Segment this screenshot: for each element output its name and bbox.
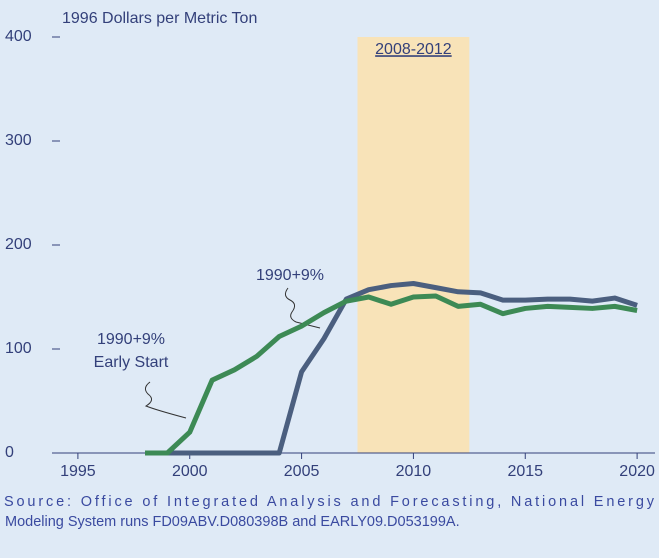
y-axis-label: 1996 Dollars per Metric Ton xyxy=(62,10,257,27)
annotation: 1990+9% xyxy=(256,267,324,284)
highlight-band xyxy=(357,37,470,453)
x-tick-label: 1995 xyxy=(60,463,96,480)
arrow xyxy=(284,287,297,323)
annotation: 1990+9% xyxy=(97,331,165,348)
arrow xyxy=(144,381,187,419)
x-tick-label: 2020 xyxy=(619,463,655,480)
x-tick-label: 2010 xyxy=(396,463,432,480)
source: Source: Office of Integrated Analysis an… xyxy=(4,494,655,510)
y-tick-label: 0 xyxy=(5,444,14,461)
series-line xyxy=(145,293,638,456)
y-tick-label: 100 xyxy=(5,340,32,357)
annotation: Early Start xyxy=(94,354,169,371)
y-tick-label: 400 xyxy=(5,28,32,45)
highlight-label: 2008-2012 xyxy=(375,41,452,58)
series-line xyxy=(145,280,638,456)
source: Modeling System runs FD09ABV.D080398B an… xyxy=(5,514,460,530)
y-tick-label: 300 xyxy=(5,132,32,149)
x-tick-label: 2015 xyxy=(507,463,543,480)
x-tick-label: 2000 xyxy=(172,463,208,480)
y-tick-label: 200 xyxy=(5,236,32,253)
x-tick-label: 2005 xyxy=(284,463,320,480)
